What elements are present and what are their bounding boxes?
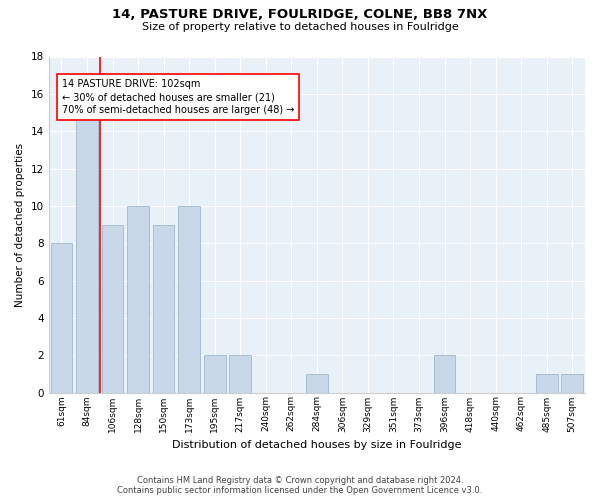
- Text: 14, PASTURE DRIVE, FOULRIDGE, COLNE, BB8 7NX: 14, PASTURE DRIVE, FOULRIDGE, COLNE, BB8…: [112, 8, 488, 20]
- Text: 14 PASTURE DRIVE: 102sqm
← 30% of detached houses are smaller (21)
70% of semi-d: 14 PASTURE DRIVE: 102sqm ← 30% of detach…: [62, 79, 295, 116]
- Text: Contains HM Land Registry data © Crown copyright and database right 2024.
Contai: Contains HM Land Registry data © Crown c…: [118, 476, 482, 495]
- Bar: [127, 206, 149, 392]
- Bar: [536, 374, 557, 392]
- Bar: [50, 243, 72, 392]
- Text: Size of property relative to detached houses in Foulridge: Size of property relative to detached ho…: [142, 22, 458, 32]
- Bar: [562, 374, 583, 392]
- Bar: [178, 206, 200, 392]
- Bar: [153, 224, 175, 392]
- Bar: [76, 112, 98, 392]
- Bar: [229, 355, 251, 393]
- Bar: [434, 355, 455, 393]
- Bar: [204, 355, 226, 393]
- Bar: [101, 224, 124, 392]
- Y-axis label: Number of detached properties: Number of detached properties: [15, 142, 25, 306]
- X-axis label: Distribution of detached houses by size in Foulridge: Distribution of detached houses by size …: [172, 440, 461, 450]
- Bar: [306, 374, 328, 392]
